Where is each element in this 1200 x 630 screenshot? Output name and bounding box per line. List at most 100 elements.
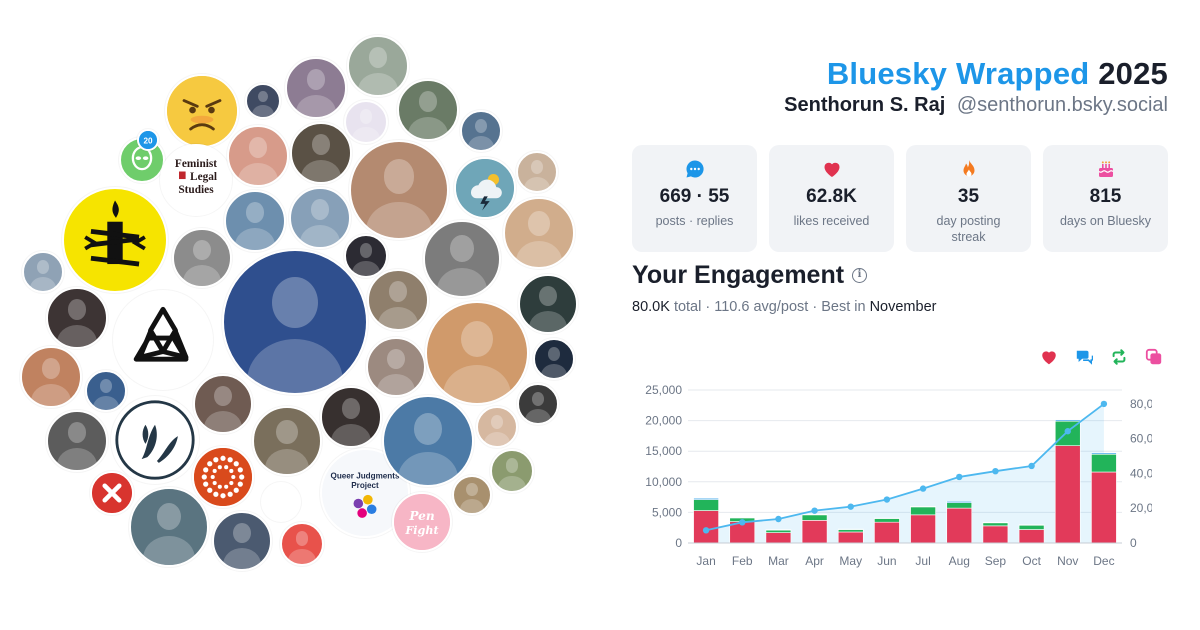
bar-segment xyxy=(982,522,1009,527)
bar-segment xyxy=(1054,445,1081,544)
avatar[interactable] xyxy=(476,406,518,448)
avatar[interactable] xyxy=(460,110,502,152)
reply-icon[interactable] xyxy=(1075,348,1094,366)
avatar[interactable] xyxy=(85,370,127,412)
bar-segment xyxy=(765,529,792,533)
bar-segment xyxy=(801,514,828,521)
avatar[interactable] xyxy=(490,449,534,493)
bar-segment xyxy=(765,529,792,531)
chat-bubble-icon xyxy=(632,159,757,179)
y2-tick-label: 80,000 xyxy=(1130,397,1152,411)
avatar[interactable] xyxy=(290,122,352,184)
avatar[interactable] xyxy=(366,337,426,397)
avatar[interactable] xyxy=(425,301,529,405)
bar-segment xyxy=(946,507,973,544)
bar-segment xyxy=(946,501,973,503)
avatar[interactable] xyxy=(46,287,108,349)
avatar[interactable] xyxy=(349,140,449,240)
avatar[interactable] xyxy=(452,475,492,515)
amnesty-candle-icon[interactable] xyxy=(62,187,168,293)
avatar[interactable] xyxy=(261,482,301,522)
engagement-total: 80.0K xyxy=(632,299,670,315)
cumulative-point xyxy=(702,527,710,534)
avatar[interactable] xyxy=(533,338,575,380)
stat-value: 35 xyxy=(957,186,980,207)
svg-text:Project: Project xyxy=(351,481,379,490)
brand-title: Bluesky Wrapped xyxy=(826,56,1090,91)
x-tick-label: Aug xyxy=(949,554,970,568)
avatar[interactable] xyxy=(193,374,253,434)
svg-text:Feminist: Feminist xyxy=(175,158,217,170)
avatar[interactable] xyxy=(22,251,64,293)
quote-icon[interactable] xyxy=(1145,348,1163,366)
bluesky-20-badge-icon[interactable]: 20 xyxy=(137,129,159,151)
bar-segment xyxy=(982,525,1009,544)
avatar[interactable] xyxy=(516,151,558,193)
bar-segment xyxy=(765,532,792,544)
bar-segment xyxy=(874,521,900,544)
x-tick-label: Jun xyxy=(877,554,896,568)
avatar[interactable] xyxy=(517,383,559,425)
cumulative-point xyxy=(739,519,746,526)
engagement-summary: 80.0K total · 110.6 avg/post · Best in N… xyxy=(632,299,937,315)
avatar[interactable] xyxy=(320,386,382,448)
repost-icon[interactable] xyxy=(1110,348,1128,366)
x-tick-label: Mar xyxy=(768,554,789,568)
x-tick-label: Sep xyxy=(985,554,1007,568)
y-tick-label: 20,000 xyxy=(645,414,682,428)
avatar[interactable] xyxy=(20,346,82,408)
avatar[interactable] xyxy=(518,274,578,334)
feminist-legal-studies-logo[interactable]: Feminist Legal Studies xyxy=(160,144,232,216)
cumulative-point xyxy=(811,507,818,514)
bar-segment xyxy=(801,513,828,516)
user-handle[interactable]: @senthorun.bsky.social xyxy=(956,94,1168,116)
engagement-total-label: total xyxy=(673,299,702,315)
x-tick-label: Feb xyxy=(732,554,753,568)
avatar[interactable] xyxy=(224,190,286,252)
x-tick-label: Apr xyxy=(805,554,824,568)
avatar[interactable] xyxy=(344,234,388,278)
avatar[interactable] xyxy=(280,522,324,566)
info-icon[interactable]: i xyxy=(852,268,867,283)
dots-ring-logo-icon[interactable] xyxy=(192,446,254,508)
y-tick-label: 25,000 xyxy=(645,383,682,397)
bar-segment xyxy=(1091,471,1117,544)
heart-icon[interactable] xyxy=(1040,348,1058,366)
avatar[interactable] xyxy=(367,269,429,331)
y2-tick-label: 20,000 xyxy=(1130,501,1152,515)
pen-fight-logo[interactable]: Pen Fight xyxy=(392,492,452,552)
svg-text:20: 20 xyxy=(143,136,153,145)
avatar[interactable] xyxy=(252,406,322,476)
weather-cloud-icon[interactable] xyxy=(454,157,516,219)
leaf-logo-icon[interactable] xyxy=(111,396,199,484)
red-x-icon[interactable] xyxy=(90,471,134,515)
y-tick-label: 5,000 xyxy=(652,505,682,519)
angry-emoji-icon[interactable] xyxy=(165,74,239,148)
bar-segment xyxy=(874,518,900,523)
avatar[interactable] xyxy=(46,410,108,472)
x-tick-label: Jul xyxy=(915,554,930,568)
avatar[interactable] xyxy=(423,220,501,298)
avatar[interactable] xyxy=(222,249,368,395)
bar-segment xyxy=(1018,524,1045,526)
avatar[interactable] xyxy=(289,187,351,249)
avatar[interactable] xyxy=(129,487,209,567)
chart-legend xyxy=(1040,348,1163,366)
y2-tick-label: 60,000 xyxy=(1130,432,1152,446)
avatar[interactable] xyxy=(503,197,575,269)
flower-outline-icon[interactable] xyxy=(113,290,213,390)
bar-segment xyxy=(1091,452,1117,455)
avatar[interactable] xyxy=(382,395,474,487)
cumulative-point xyxy=(1028,462,1035,470)
avatar[interactable] xyxy=(227,125,289,187)
avatar[interactable] xyxy=(397,79,459,141)
avatar[interactable] xyxy=(212,511,272,571)
bar-segment xyxy=(946,502,973,509)
avatar[interactable] xyxy=(285,57,347,119)
avatar[interactable] xyxy=(245,83,281,119)
avatar[interactable] xyxy=(344,100,388,144)
cumulative-point xyxy=(956,473,963,481)
avatar[interactable] xyxy=(347,35,409,97)
avatar[interactable] xyxy=(172,228,232,288)
bar-segment xyxy=(910,505,936,508)
